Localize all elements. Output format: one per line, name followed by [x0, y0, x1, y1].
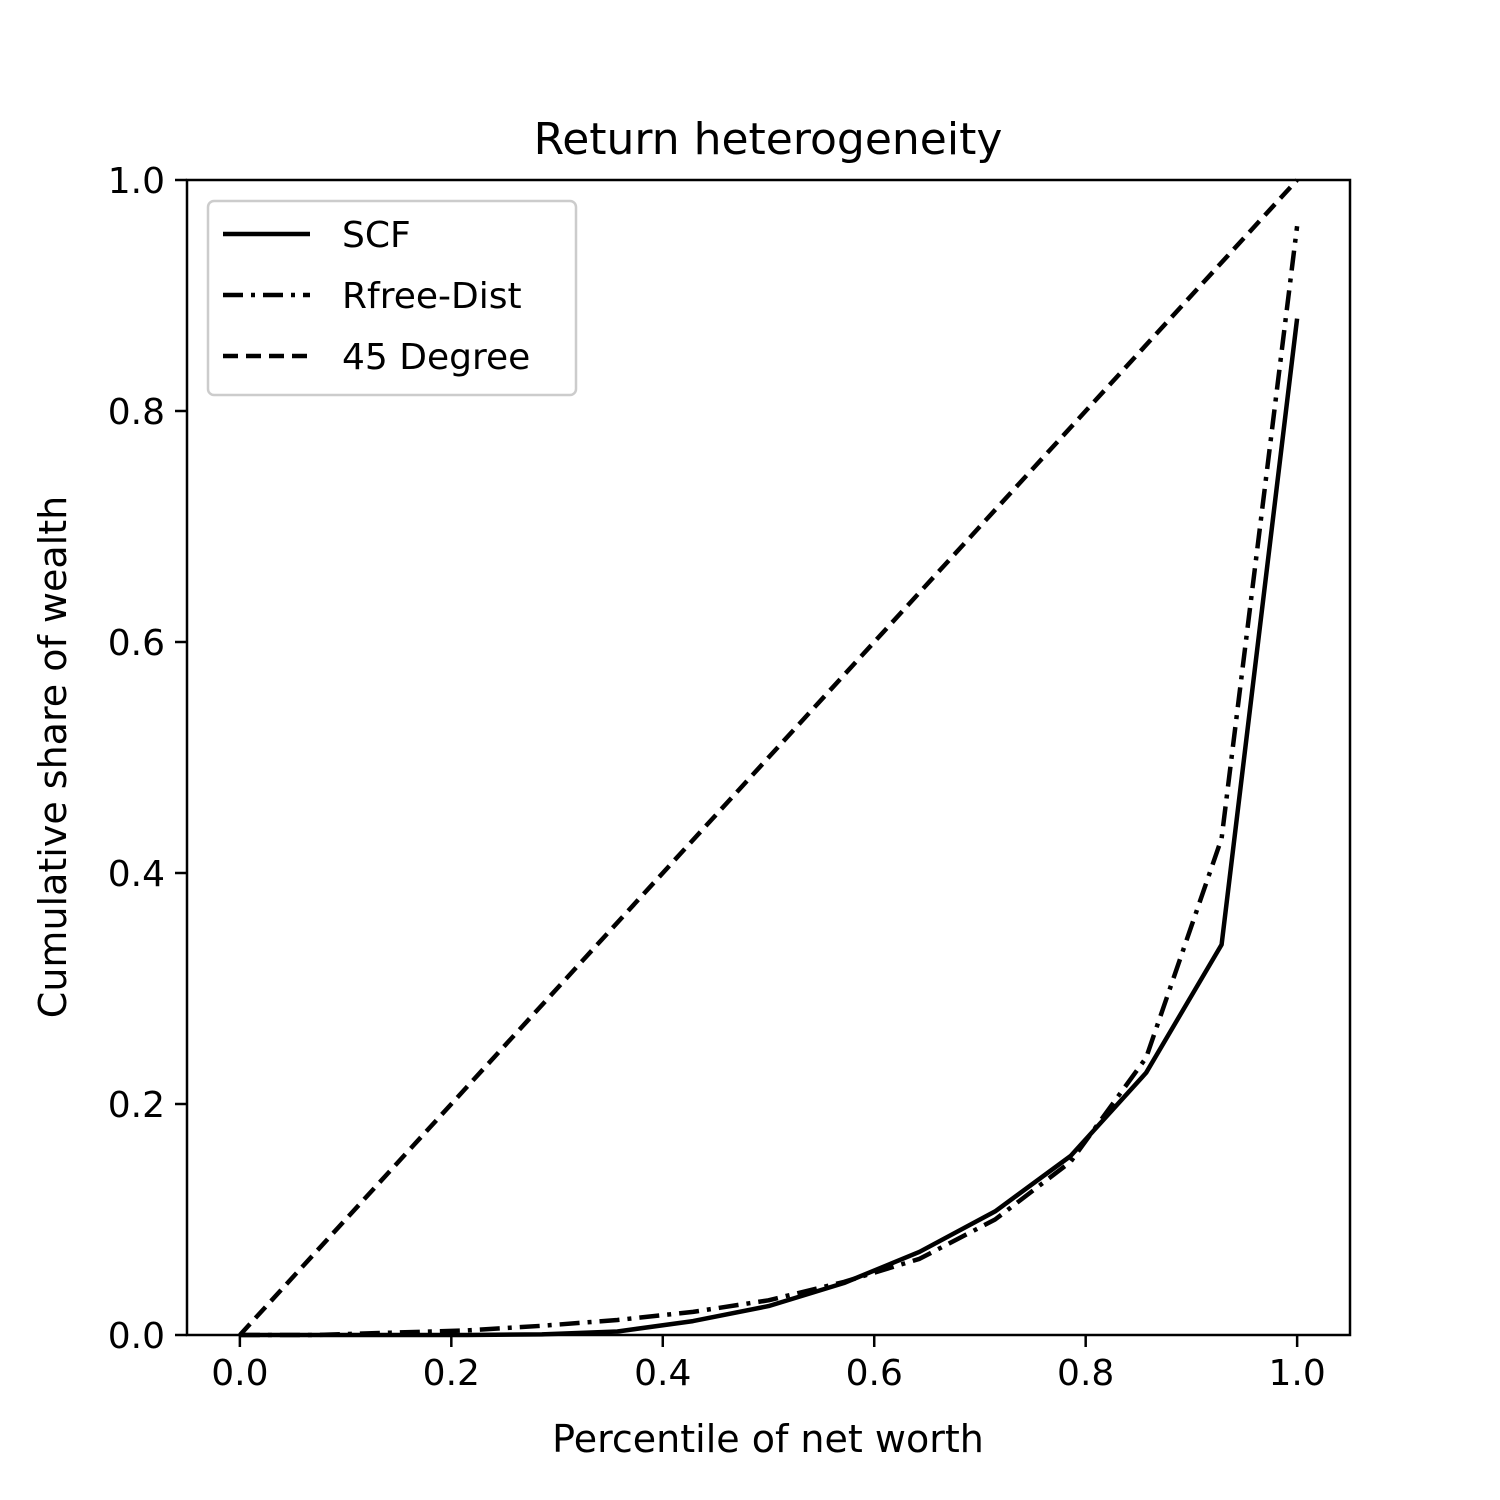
- chart-title: Return heterogeneity: [534, 114, 1003, 165]
- y-axis-label: Cumulative share of wealth: [31, 496, 75, 1018]
- series-line-2: [238, 178, 1299, 1337]
- x-tick-label: 0.8: [1057, 1353, 1114, 1394]
- x-axis-ticks: 0.0 0.2 0.4 0.6 0.8 1.0: [211, 1335, 1326, 1394]
- x-tick-label: 0.2: [423, 1353, 480, 1394]
- plot-frame: [185, 178, 1352, 1337]
- y-tick-label: 0.2: [108, 1085, 165, 1126]
- series-line-1: [239, 225, 1300, 1338]
- x-tick-label: 0.4: [634, 1353, 691, 1394]
- x-tick-label: 1.0: [1269, 1353, 1326, 1394]
- y-tick-label: 0.4: [108, 854, 165, 895]
- y-tick-label: 1.0: [108, 161, 165, 202]
- legend: SCF Rfree-Dist 45 Degree: [206, 199, 578, 397]
- legend-label-2: 45 Degree: [342, 337, 530, 378]
- y-axis-ticks: 0.0 0.2 0.4 0.6 0.8 1.0: [108, 161, 187, 1357]
- legend-label-1: Rfree-Dist: [342, 276, 522, 317]
- y-tick-label: 0.0: [108, 1316, 165, 1357]
- legend-label-0: SCF: [342, 215, 411, 256]
- x-tick-label: 0.0: [211, 1353, 268, 1394]
- y-tick-label: 0.8: [108, 392, 165, 433]
- y-tick-label: 0.6: [108, 623, 165, 664]
- x-axis-label: Percentile of net worth: [552, 1417, 984, 1461]
- x-tick-label: 0.6: [846, 1353, 903, 1394]
- legend-box: [206, 199, 578, 397]
